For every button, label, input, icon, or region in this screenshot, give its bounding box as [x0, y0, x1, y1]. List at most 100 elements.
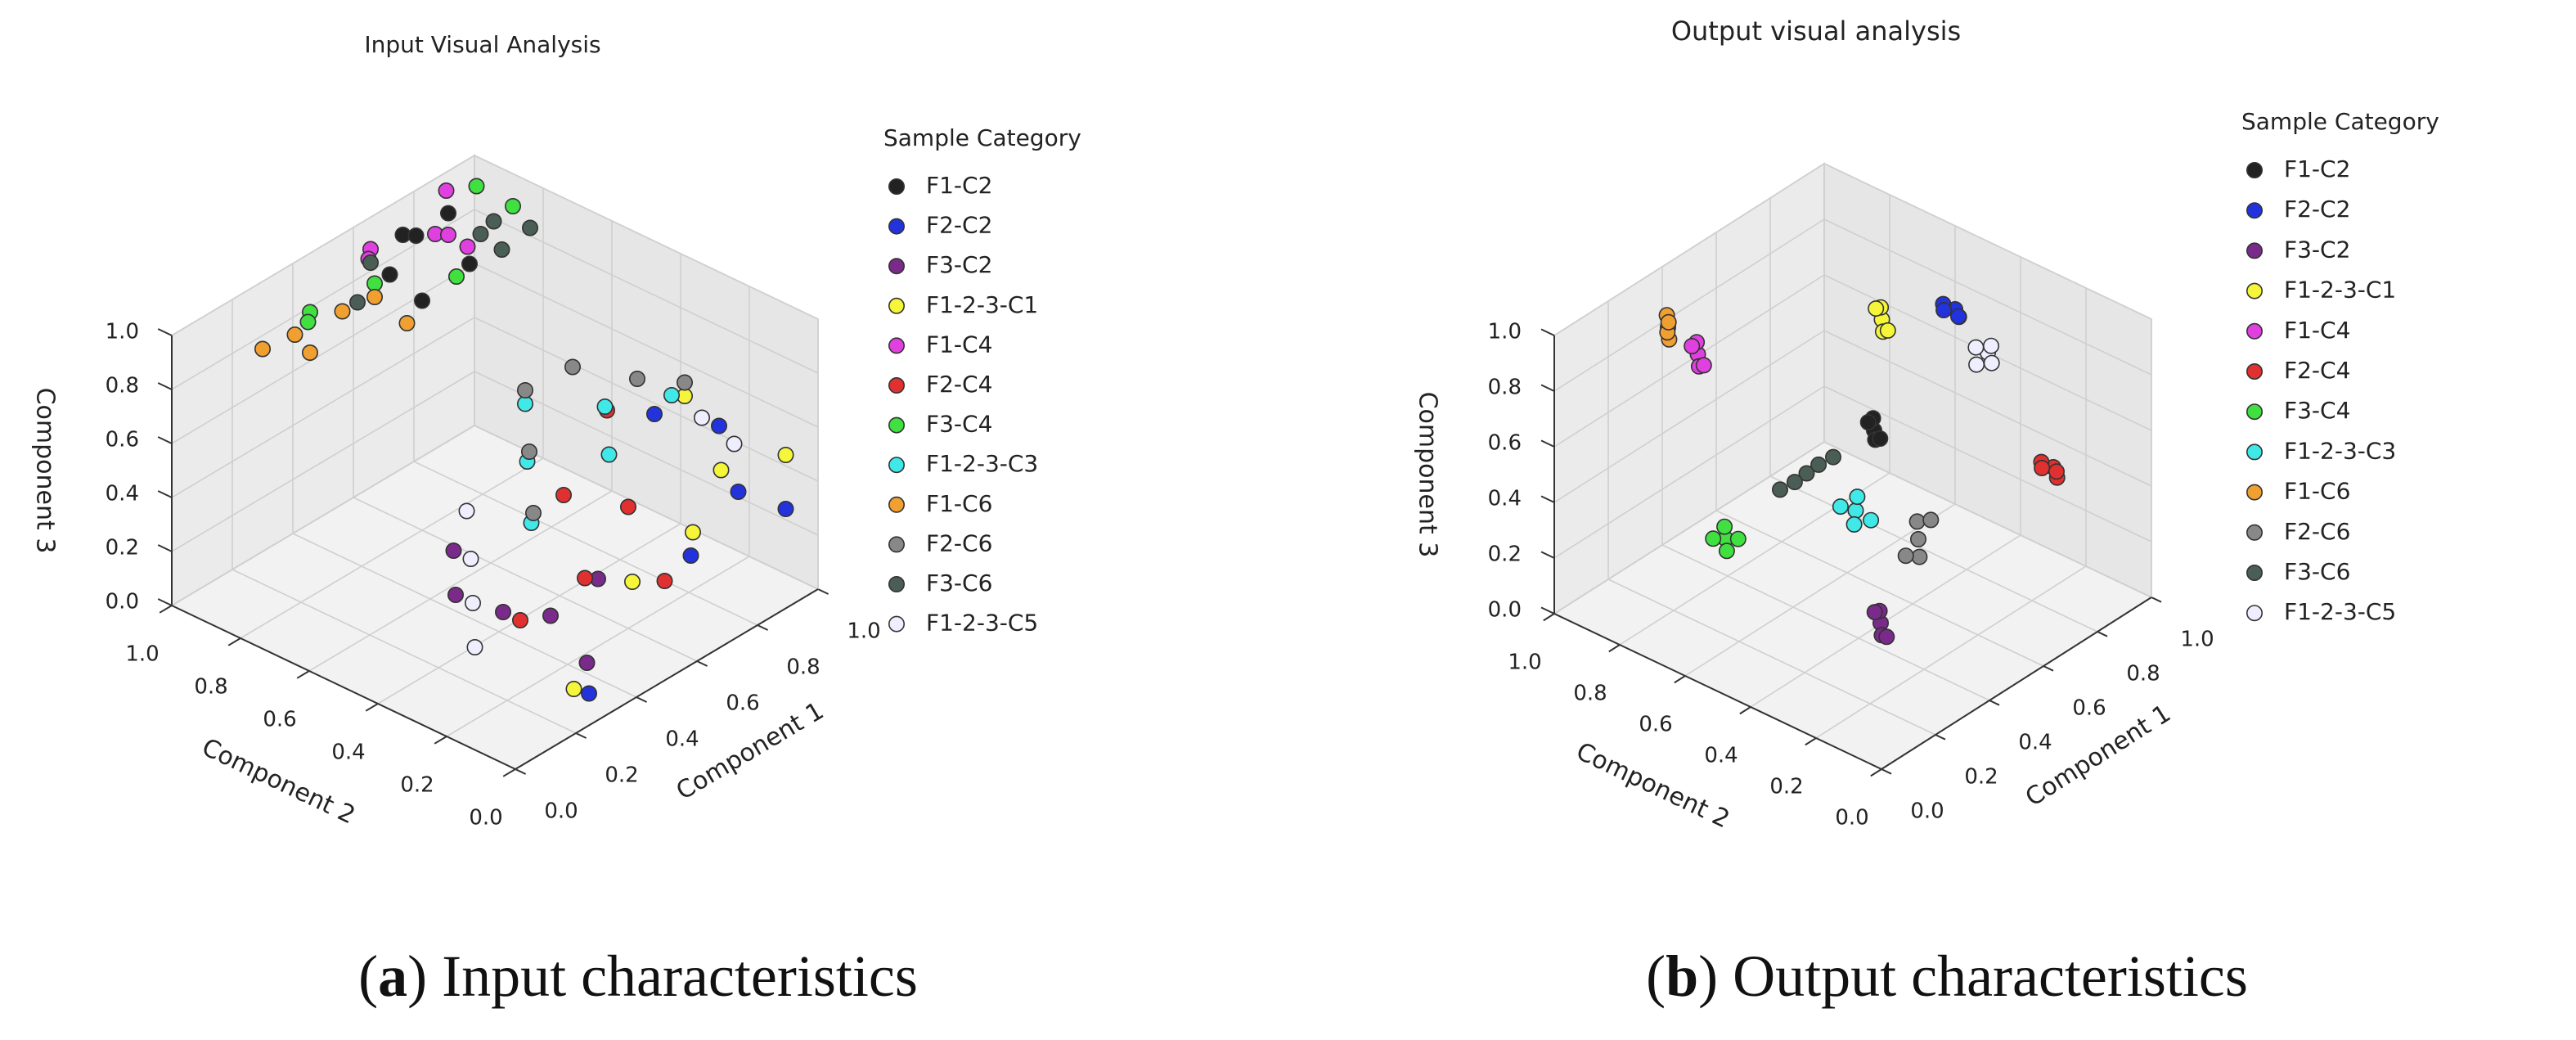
chart-title: Output visual analysis	[1671, 16, 1961, 47]
tick-mark	[2043, 665, 2054, 672]
tick-mark	[1989, 700, 2000, 706]
point	[1866, 604, 1883, 621]
tick-mark	[159, 605, 173, 614]
tick-mark	[502, 768, 516, 777]
tick-mark	[1540, 439, 1555, 448]
legend-marker	[888, 536, 906, 553]
point	[348, 294, 366, 311]
point	[1798, 465, 1815, 482]
tick-mark	[757, 624, 769, 631]
legend-marker	[888, 337, 906, 354]
point	[1718, 543, 1735, 560]
point	[1868, 300, 1885, 317]
y-tick-label: 0.8	[194, 675, 227, 700]
grid-line	[474, 155, 819, 320]
tick-mark	[157, 490, 173, 498]
point	[472, 225, 489, 242]
grid-line	[1553, 330, 1825, 503]
grid-line	[1553, 441, 1825, 615]
legend-label: F2-C2	[2284, 196, 2350, 223]
grid-line	[377, 523, 681, 705]
point	[2048, 463, 2066, 480]
grid-line	[353, 497, 698, 662]
grid-line	[1815, 565, 2087, 739]
z-tick-label: 1.0	[106, 320, 139, 344]
caption-open: (	[358, 943, 378, 1009]
grid-line	[240, 457, 544, 639]
y-tick-label: 0.0	[1835, 806, 1868, 831]
point	[555, 486, 572, 503]
legend-marker	[2246, 484, 2264, 501]
point	[1935, 301, 1953, 318]
legend-title: Sample Category	[2241, 108, 2439, 135]
point	[2034, 459, 2051, 476]
point	[645, 405, 663, 422]
legend-marker	[888, 416, 906, 434]
point	[439, 205, 456, 222]
legend-label: F2-C4	[2284, 357, 2350, 384]
tick-mark	[365, 703, 379, 712]
legend-marker	[888, 297, 906, 314]
legend-label: F3-C4	[926, 411, 992, 438]
grid-line	[171, 317, 475, 498]
grid-line	[474, 371, 819, 536]
z-tick-label: 0.6	[1488, 431, 1522, 456]
caption-b: (b) Output characteristics	[1646, 943, 2248, 1009]
x-axis-line	[515, 588, 819, 770]
tick-mark	[1805, 737, 1817, 746]
point	[600, 446, 618, 463]
point	[1716, 518, 1733, 535]
point	[1879, 322, 1896, 339]
legend-label: F3-C2	[2284, 236, 2350, 263]
legend-label: F1-C2	[2284, 155, 2350, 182]
point	[1878, 628, 1895, 646]
point	[407, 227, 425, 244]
caption-label: a	[378, 943, 407, 1009]
grid-line	[171, 209, 475, 390]
point	[366, 275, 383, 292]
z-axis-label: Component 3	[31, 388, 60, 554]
y-tick-label: 0.6	[263, 708, 296, 732]
point	[1772, 481, 1789, 498]
point	[1849, 488, 1866, 506]
legend-label: F3-C4	[2284, 397, 2350, 424]
tick-mark	[157, 328, 173, 336]
y-tick-label: 0.0	[469, 806, 502, 831]
grid-line	[1553, 163, 1825, 336]
tick-mark	[1608, 644, 1621, 653]
legend-label: F2-C6	[2284, 518, 2350, 545]
z-tick-label: 0.0	[1488, 598, 1522, 623]
point	[1872, 430, 1889, 447]
grid-line	[292, 533, 637, 698]
point	[516, 395, 533, 412]
y-tick-label: 1.0	[125, 642, 159, 667]
point	[1910, 530, 1927, 547]
legend-marker	[888, 575, 906, 592]
x-tick-label: 0.2	[1964, 765, 1998, 790]
point	[623, 573, 641, 590]
point	[1859, 413, 1877, 430]
point	[468, 178, 485, 195]
point	[1786, 474, 1803, 491]
legend-label: F1-2-3-C3	[2284, 437, 2396, 464]
x-tick-label: 0.6	[2072, 696, 2106, 721]
legend-label: F1-2-3-C1	[926, 291, 1038, 318]
tick-mark	[1540, 551, 1555, 559]
caption-open: (	[1646, 943, 1666, 1009]
point	[1729, 530, 1747, 547]
z-tick-label: 0.8	[1488, 376, 1522, 400]
legend-marker	[888, 615, 906, 633]
point	[413, 292, 430, 309]
point	[656, 572, 673, 589]
legend-label: F2-C4	[926, 371, 992, 398]
grid-line	[171, 371, 475, 552]
y-tick-label: 0.6	[1639, 713, 1672, 737]
grid-line	[1769, 475, 2098, 633]
z-tick-label: 0.0	[106, 590, 139, 615]
legend-label: F2-C2	[926, 212, 992, 239]
tick-mark	[2151, 597, 2162, 603]
point	[485, 213, 502, 230]
point	[299, 313, 317, 331]
point	[1825, 448, 1842, 466]
legend-marker	[2246, 564, 2264, 581]
